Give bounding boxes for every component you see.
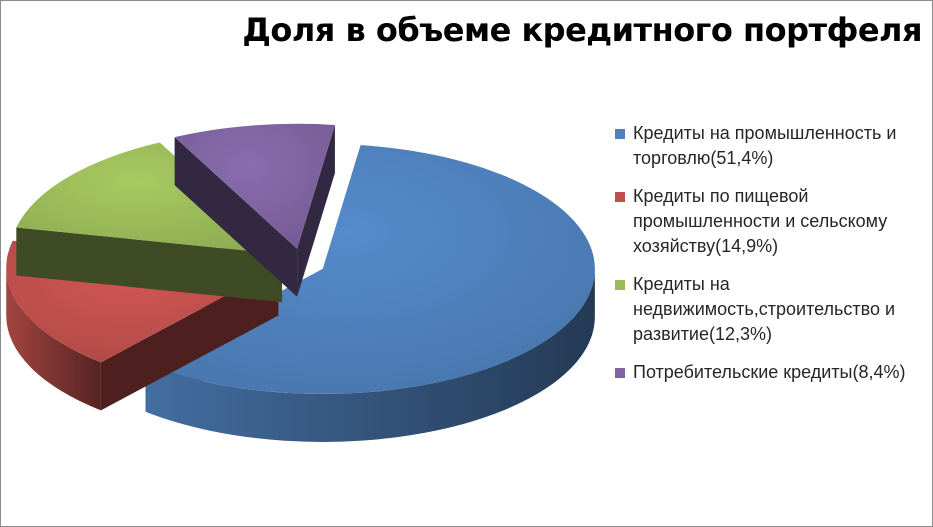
pie-slice [174,123,335,297]
legend-swatch [615,192,625,202]
legend-item: Потребительские кредиты(8,4%) [611,360,929,385]
legend-swatch [615,129,625,139]
pie-slice-wall [297,125,335,297]
pie-slice-side [145,268,595,442]
pie-slice-top [174,123,335,249]
chart-title: Доля в объеме кредитного портфеля [242,11,922,49]
pie-slice-wall [16,227,283,303]
legend-label: Потребительские кредиты(8,4%) [633,362,906,382]
legend-swatch [615,368,625,378]
pie-slice-wall [174,137,298,297]
pie-slice [145,145,595,442]
pie-slice-top [16,142,283,255]
legend-label: Кредиты на недвижимость,строительство и … [633,274,896,344]
legend-item: Кредиты по пищевой промышленности и сель… [611,184,929,259]
pie-slice-top [145,145,595,394]
legend-label: Кредиты на промышленность и торговлю(51,… [633,123,897,168]
legend-label: Кредиты по пищевой промышленности и сель… [633,186,888,256]
legend: Кредиты на промышленность и торговлю(51,… [611,121,929,398]
legend-item: Кредиты на промышленность и торговлю(51,… [611,121,929,171]
pie-slice-side [6,267,101,411]
legend-swatch [615,280,625,290]
legend-item: Кредиты на недвижимость,строительство и … [611,272,929,347]
